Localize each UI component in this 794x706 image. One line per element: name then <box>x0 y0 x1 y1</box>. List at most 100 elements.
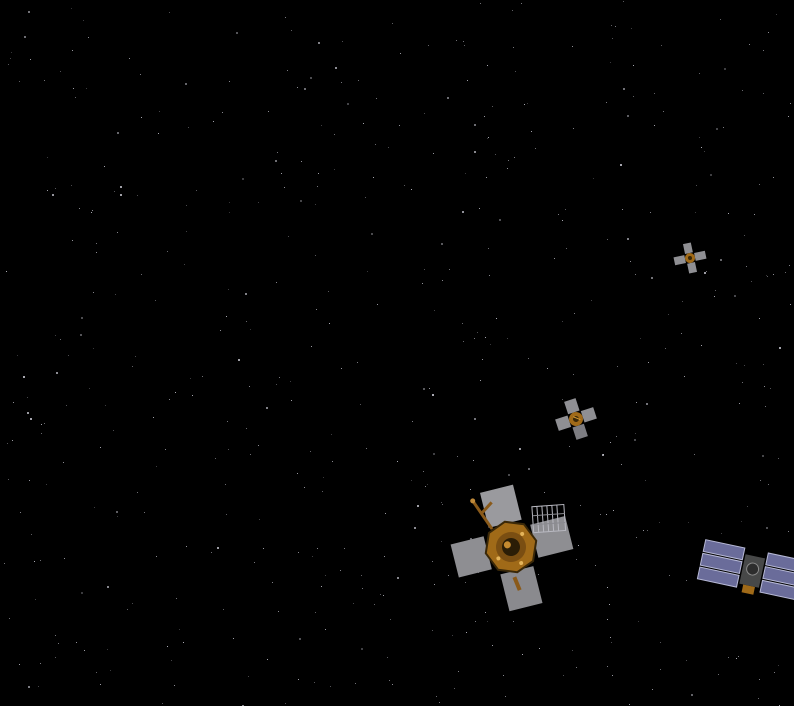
star <box>248 676 249 677</box>
star <box>325 629 326 630</box>
star <box>318 173 319 174</box>
star <box>647 530 648 531</box>
star <box>20 512 21 513</box>
star <box>116 511 118 513</box>
star <box>304 487 305 488</box>
star <box>652 689 653 690</box>
star <box>156 466 157 467</box>
star <box>660 669 661 670</box>
star <box>484 116 485 117</box>
antenna-grid <box>531 503 567 534</box>
star <box>202 376 203 377</box>
star <box>441 243 443 245</box>
star <box>465 173 466 174</box>
star <box>371 233 373 235</box>
star <box>760 480 761 481</box>
star <box>188 127 189 128</box>
star <box>489 275 490 276</box>
star <box>654 93 655 94</box>
star <box>701 345 702 346</box>
star <box>19 664 20 665</box>
star <box>376 98 377 99</box>
star <box>636 537 637 538</box>
star <box>233 638 234 639</box>
star <box>137 492 138 493</box>
star <box>754 214 755 215</box>
star <box>223 609 224 610</box>
star <box>186 205 187 206</box>
star <box>375 144 376 145</box>
star <box>322 491 323 492</box>
star <box>434 310 435 311</box>
star <box>266 407 268 409</box>
star <box>23 376 25 378</box>
star <box>120 186 122 188</box>
star <box>651 277 653 279</box>
near-satellite <box>450 484 574 612</box>
star <box>175 392 176 393</box>
star <box>738 656 739 657</box>
star <box>766 527 768 529</box>
star <box>612 675 613 676</box>
star <box>27 397 28 398</box>
star <box>387 657 388 658</box>
star <box>246 428 247 429</box>
star <box>528 358 529 359</box>
star <box>323 477 324 478</box>
star <box>10 58 11 59</box>
star <box>245 293 247 295</box>
star <box>91 212 92 213</box>
star <box>299 638 301 640</box>
starfield <box>4 1 791 706</box>
star <box>358 80 359 81</box>
star <box>710 174 712 176</box>
star <box>463 341 464 342</box>
star <box>613 510 614 511</box>
star <box>527 103 528 104</box>
star <box>56 372 58 374</box>
star <box>9 618 10 619</box>
star <box>290 381 291 382</box>
star <box>192 395 193 396</box>
star <box>414 527 416 529</box>
star <box>334 169 335 170</box>
star <box>397 577 399 579</box>
star <box>623 1 624 2</box>
star <box>441 502 442 503</box>
star <box>728 657 729 658</box>
star <box>141 274 142 275</box>
star <box>158 133 159 134</box>
star <box>155 300 156 301</box>
star <box>623 88 625 90</box>
star <box>217 547 219 549</box>
star <box>311 346 312 347</box>
star <box>474 124 476 126</box>
star <box>573 374 574 375</box>
star <box>470 538 472 540</box>
star <box>52 194 54 196</box>
star <box>463 41 464 42</box>
star <box>317 548 318 549</box>
star <box>229 212 230 213</box>
star <box>4 563 5 564</box>
star <box>137 195 138 196</box>
star <box>488 137 489 138</box>
star <box>47 190 48 191</box>
star <box>699 73 700 74</box>
star <box>362 588 363 589</box>
star <box>762 455 764 457</box>
star <box>736 363 737 364</box>
star <box>535 148 536 149</box>
star <box>706 271 707 272</box>
star <box>607 587 608 588</box>
star <box>81 592 83 594</box>
star <box>776 14 777 15</box>
star <box>779 347 781 349</box>
star <box>507 168 508 169</box>
star <box>746 266 747 267</box>
star <box>427 484 428 485</box>
star <box>660 642 661 643</box>
star <box>298 679 299 680</box>
star <box>55 335 56 336</box>
star <box>694 454 695 455</box>
